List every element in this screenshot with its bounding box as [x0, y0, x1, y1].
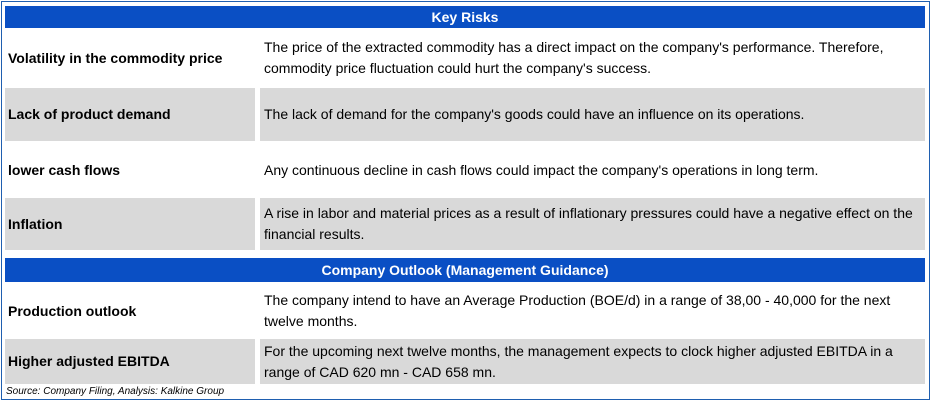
source-note: Source: Company Filing, Analysis: Kalkin…	[6, 386, 225, 397]
risk-description: The price of the extracted commodity has…	[264, 39, 884, 76]
risk-label: lower cash flows	[8, 161, 121, 178]
outlook-description: The company intend to have an Average Pr…	[264, 292, 891, 329]
risk-label: Volatility in the commodity price	[8, 49, 223, 66]
risk-row: Lack of product demand The lack of deman…	[5, 88, 925, 141]
risk-row: lower cash flows Any continuous decline …	[5, 145, 925, 195]
key-risks-header: Key Risks	[5, 6, 925, 28]
outlook-label: Production outlook	[8, 302, 137, 319]
risk-description: Any continuous decline in cash flows cou…	[264, 161, 819, 178]
outlook-row: Higher adjusted EBITDA For the upcoming …	[5, 339, 925, 384]
outlook-label: Higher adjusted EBITDA	[5, 339, 255, 384]
risk-description: The lack of demand for the company's goo…	[260, 88, 925, 141]
risk-row: Inflation A rise in labor and material p…	[5, 198, 925, 250]
outlook-description: For the upcoming next twelve months, the…	[260, 339, 925, 384]
risk-label: Lack of product demand	[5, 88, 255, 141]
risk-label: Inflation	[5, 198, 255, 250]
outlook-row: Production outlook The company intend to…	[5, 285, 925, 337]
outlook-header: Company Outlook (Management Guidance)	[5, 258, 925, 282]
risk-description: A rise in labor and material prices as a…	[260, 198, 925, 250]
risk-row: Volatility in the commodity price The pr…	[5, 32, 925, 84]
